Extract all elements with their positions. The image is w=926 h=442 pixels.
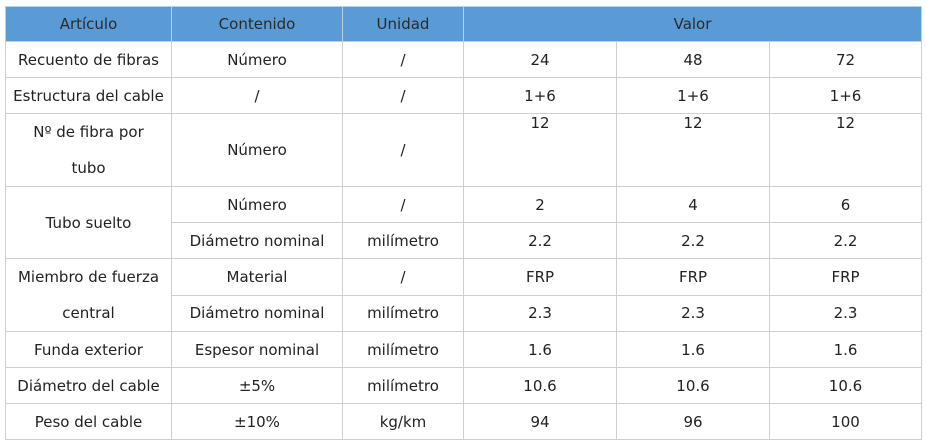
table-row: Estructura del cable / / 1+6 1+6 1+6 <box>5 77 922 114</box>
value-cell: 1.6 <box>463 331 617 368</box>
content-cell: Diámetro nominal <box>171 294 343 332</box>
row-label: Recuento de fibras <box>5 41 172 78</box>
unit-cell: / <box>342 113 464 187</box>
unit-cell: / <box>342 77 464 114</box>
table-row: Diámetro nominal milímetro 2.3 2.3 2.3 <box>6 294 922 332</box>
unit-cell: milímetro <box>342 367 464 404</box>
row-label: Funda exterior <box>5 331 172 368</box>
row-label: Miembro de fuerza central <box>5 258 172 332</box>
content-cell: Número <box>171 113 343 187</box>
table-row: Tubo suelto Número / 2 4 6 <box>5 186 922 259</box>
row-label-line1: Miembro de fuerza <box>17 268 160 286</box>
value-cell: 48 <box>616 41 770 78</box>
header-contenido: Contenido <box>171 6 343 42</box>
table-row: Diámetro nominal milímetro 2.2 2.2 2.2 <box>6 222 922 259</box>
value-cell: 4 <box>616 186 770 223</box>
header-articulo: Artículo <box>5 6 172 42</box>
value-cell: 96 <box>616 403 770 440</box>
table-row: Funda exterior Espesor nominal milímetro… <box>5 331 922 368</box>
row-label: Nº de fibra por tubo <box>5 113 172 187</box>
value-cell: 2.2 <box>769 222 922 259</box>
value-cell: 2.3 <box>616 294 770 332</box>
row-label-line2: tubo <box>71 159 106 177</box>
value-cell: 1+6 <box>463 77 617 114</box>
table-row: Diámetro del cable ±5% milímetro 10.6 10… <box>5 367 922 404</box>
content-cell: ±5% <box>171 367 343 404</box>
row-label-line1: Nº de fibra por <box>33 123 144 141</box>
value-cell: 100 <box>769 403 922 440</box>
unit-cell: kg/km <box>342 403 464 440</box>
value-cell: 2.3 <box>463 294 617 332</box>
table-row: Peso del cable ±10% kg/km 94 96 100 <box>5 403 922 440</box>
value-cell: 10.6 <box>463 367 617 404</box>
value-cell: 24 <box>463 41 617 78</box>
value-cell: 2 <box>463 186 617 223</box>
value-cell: FRP <box>463 258 617 296</box>
value-cell: 12 <box>769 113 922 187</box>
row-label: Estructura del cable <box>5 77 172 114</box>
table-row: Recuento de fibras Número / 24 48 72 <box>5 41 922 78</box>
unit-cell: / <box>342 258 464 296</box>
unit-cell: milímetro <box>342 222 464 259</box>
unit-cell: milímetro <box>342 331 464 368</box>
value-cell: 6 <box>769 186 922 223</box>
row-label-line2: central <box>62 304 115 322</box>
value-cell: 12 <box>616 113 770 187</box>
value-cell: 1.6 <box>616 331 770 368</box>
content-cell: Espesor nominal <box>171 331 343 368</box>
header-valor: Valor <box>463 6 922 42</box>
value-cell: 1+6 <box>769 77 922 114</box>
unit-cell: milímetro <box>342 294 464 332</box>
value-cell: FRP <box>616 258 770 296</box>
content-cell: ±10% <box>171 403 343 440</box>
header-unidad: Unidad <box>342 6 464 42</box>
row-label: Diámetro del cable <box>5 367 172 404</box>
content-cell: / <box>171 77 343 114</box>
row-label: Peso del cable <box>5 403 172 440</box>
content-cell: Diámetro nominal <box>171 222 343 259</box>
table-row: Miembro de fuerza central Material / FRP… <box>5 258 922 332</box>
unit-cell: / <box>342 41 464 78</box>
value-cell: 94 <box>463 403 617 440</box>
content-cell: Número <box>171 41 343 78</box>
row-label: Tubo suelto <box>5 186 172 259</box>
value-cell: 1+6 <box>616 77 770 114</box>
header-row: Artículo Contenido Unidad Valor <box>5 6 922 42</box>
value-cell: FRP <box>769 258 922 296</box>
value-cell: 72 <box>769 41 922 78</box>
value-cell: 2.3 <box>769 294 922 332</box>
value-cell: 1.6 <box>769 331 922 368</box>
value-cell: 10.6 <box>616 367 770 404</box>
content-cell: Material <box>171 258 343 296</box>
value-cell: 12 <box>463 113 617 187</box>
content-cell: Número <box>171 186 343 223</box>
table-row: Nº de fibra por tubo Número / 12 12 12 <box>5 113 922 187</box>
value-cell: 2.2 <box>616 222 770 259</box>
unit-cell: / <box>342 186 464 223</box>
value-cell: 10.6 <box>769 367 922 404</box>
value-cell: 2.2 <box>463 222 617 259</box>
spec-table: Artículo Contenido Unidad Valor Recuento… <box>5 6 922 440</box>
